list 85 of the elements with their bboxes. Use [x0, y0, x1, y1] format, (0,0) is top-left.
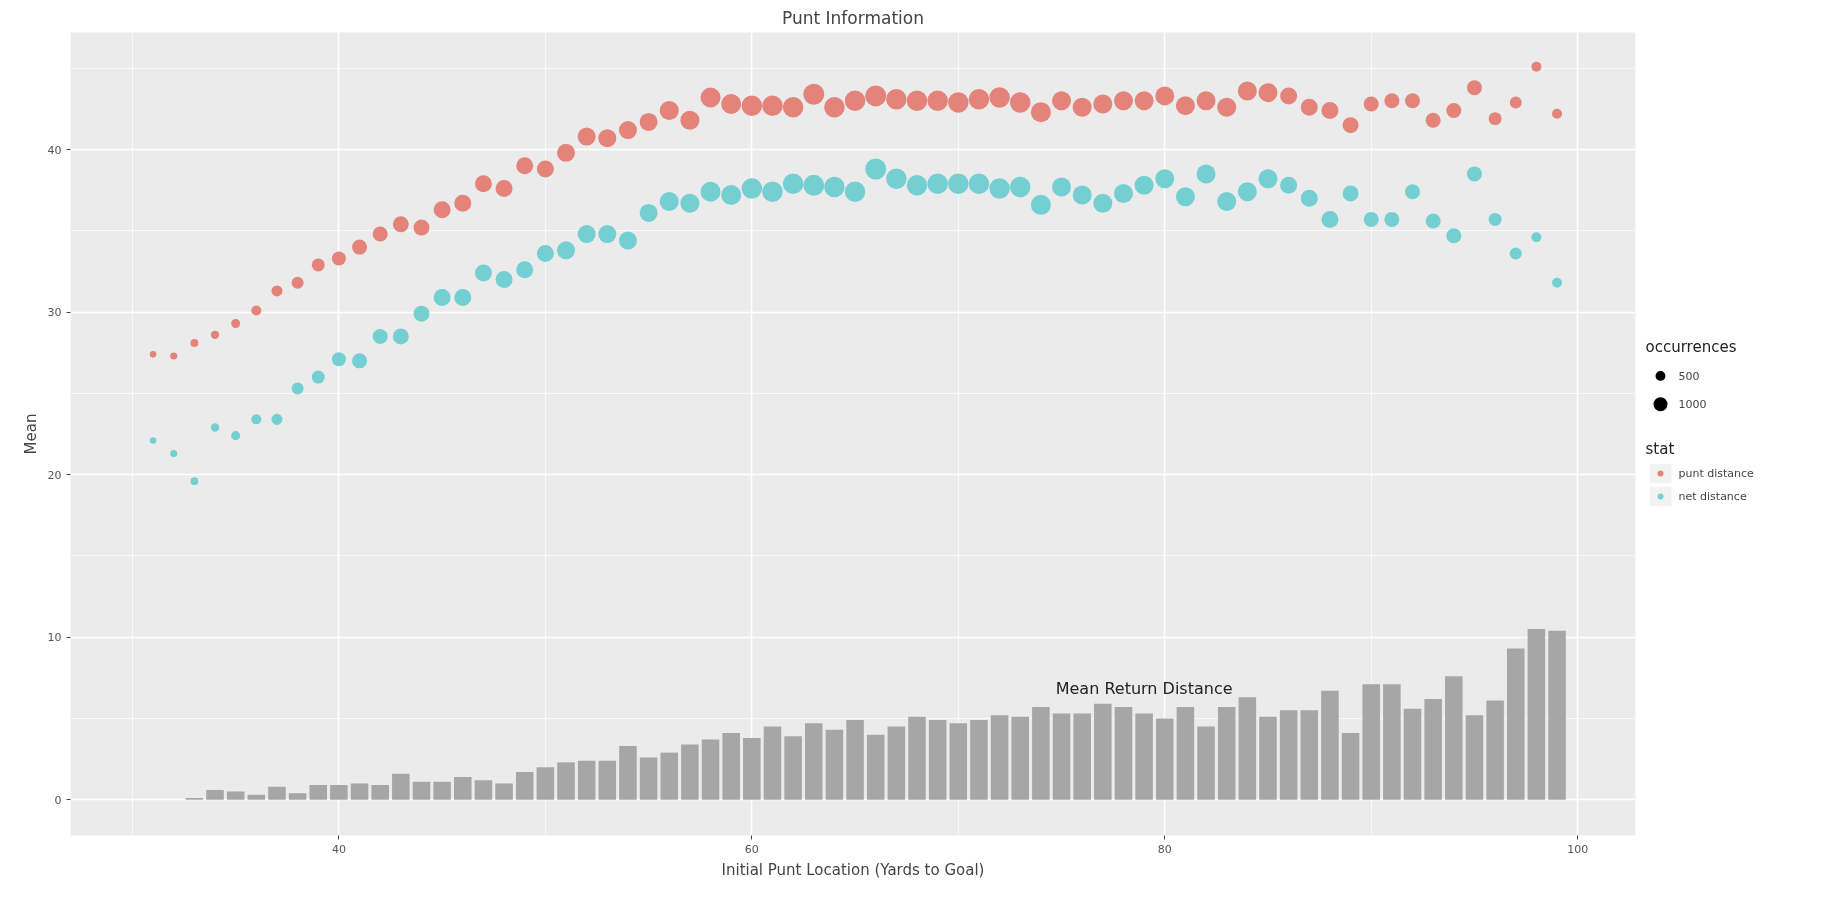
- bar: [763, 726, 782, 800]
- bar: [268, 786, 286, 800]
- y-tick-label: 0: [54, 793, 62, 807]
- bar: [1197, 726, 1215, 800]
- text: occurrences: [1645, 338, 1737, 357]
- bar: [1362, 684, 1380, 800]
- x-axis-title: Initial Punt Location (Yards to Goal): [721, 860, 985, 879]
- bar: [309, 785, 328, 800]
- bar: [392, 773, 410, 800]
- bar: [371, 785, 389, 800]
- bar: [495, 783, 513, 800]
- bar: [928, 720, 947, 800]
- bar: [474, 780, 493, 800]
- bar: [598, 760, 617, 800]
- bar: [350, 783, 369, 800]
- bar: [1155, 718, 1174, 800]
- bar: [206, 789, 224, 800]
- bar: [1527, 629, 1546, 800]
- bar: [1011, 716, 1030, 800]
- bar: [866, 734, 885, 800]
- y-tick-label: 40: [47, 143, 62, 157]
- bar: [1259, 716, 1277, 800]
- bar: [1176, 707, 1195, 800]
- bar: [1094, 703, 1112, 800]
- bar: [1238, 697, 1257, 800]
- legend-label: net distance: [1678, 490, 1747, 504]
- bar: [1445, 676, 1463, 800]
- bar: [1465, 715, 1484, 800]
- bar: [1114, 707, 1133, 800]
- x-tick-label: 60: [744, 842, 759, 856]
- bar: [908, 716, 926, 800]
- bar: [1052, 713, 1071, 800]
- bar: [1279, 710, 1298, 800]
- bar: [1424, 698, 1442, 800]
- bar: [990, 715, 1009, 800]
- bar: [681, 744, 699, 800]
- bar: [949, 723, 968, 800]
- bar: [247, 794, 266, 800]
- bar: [515, 772, 534, 800]
- bar: [619, 746, 637, 800]
- bar: [722, 733, 740, 800]
- x-tick-label: 100: [1567, 842, 1589, 856]
- bar: [330, 785, 348, 800]
- bar: [536, 767, 555, 800]
- bar: [825, 729, 844, 800]
- bar: [1300, 710, 1319, 800]
- y-tick-label: 30: [47, 306, 62, 320]
- bar: [1403, 708, 1422, 800]
- bar: [1073, 713, 1091, 800]
- legend-label: 500: [1678, 369, 1700, 383]
- y-tick-label: 20: [47, 468, 62, 482]
- bar: [1341, 733, 1360, 800]
- bar: [970, 720, 988, 800]
- bar: [433, 781, 451, 800]
- bar: [887, 726, 906, 800]
- y-axis-title: Mean: [21, 413, 40, 455]
- chart-title: Punt Information: [782, 7, 924, 28]
- bar: [743, 737, 761, 800]
- series-label: Mean Return Distance: [1055, 678, 1233, 698]
- bar: [1506, 648, 1525, 800]
- bar: [1486, 700, 1504, 800]
- bar: [557, 762, 575, 800]
- legend-label: punt distance: [1678, 466, 1755, 480]
- bar: [288, 793, 307, 800]
- bar: [1135, 713, 1153, 800]
- x-tick-label: 80: [1157, 842, 1172, 856]
- bar: [1321, 690, 1339, 800]
- bar: [226, 791, 245, 800]
- bar: [639, 757, 658, 800]
- bar: [1383, 684, 1401, 800]
- bar: [454, 776, 472, 800]
- bar: [805, 723, 823, 800]
- x-tick-label: 40: [331, 842, 346, 856]
- bar: [577, 760, 596, 800]
- bar: [701, 739, 720, 800]
- bar: [660, 752, 679, 800]
- legend-label: 1000: [1678, 398, 1707, 412]
- bar: [1032, 707, 1050, 800]
- bar: [412, 781, 431, 800]
- bar: [784, 736, 802, 800]
- bar: [1217, 707, 1236, 800]
- bar: [846, 720, 864, 800]
- y-tick-label: 10: [47, 631, 62, 645]
- legend-title: stat: [1645, 439, 1675, 458]
- bar: [1548, 630, 1566, 800]
